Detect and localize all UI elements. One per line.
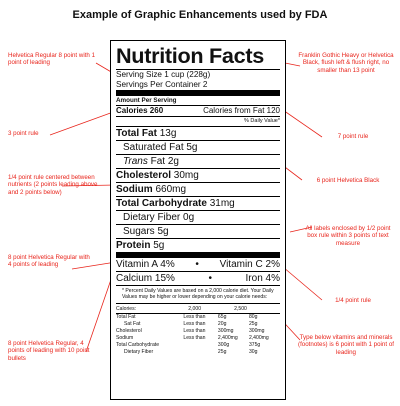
table-cell: 300mg — [248, 327, 265, 334]
nutrient-name: Saturated Fat — [123, 142, 184, 153]
table-cell: 375g — [248, 341, 261, 348]
table-cell: Less than — [183, 334, 206, 341]
table-cell: 2,000 — [188, 305, 202, 312]
table-cell: Sodium — [116, 334, 134, 341]
nutrient-row: Protein 5g — [116, 238, 280, 252]
nutrient-row: Cholesterol 30mg — [116, 168, 280, 182]
nutrient-amount: 5g — [157, 226, 169, 237]
footnote-table-body: Total Fat Less than 65g 80g Sat Fat Less tha… — [116, 312, 280, 356]
vitamin-left: Calcium 15% — [116, 273, 175, 284]
calories-from-fat: Calories from Fat 120 — [203, 106, 280, 115]
annotation-seven-point-rule: 7 point rule — [337, 133, 369, 140]
vitamin-left: Vitamin A 4% — [116, 259, 175, 270]
table-cell: 300g — [217, 341, 230, 348]
nutrient-row: Trans Fat 2g — [116, 154, 280, 168]
table-row: Total Carbohydrate 300g 375g — [116, 342, 280, 349]
table-cell — [183, 342, 218, 349]
footnote-table: Calories: 2,000 2,500 — [116, 306, 280, 313]
annotation-quarter-point-rule: 1/4 point rule — [335, 297, 371, 304]
nutrient-name: Dietary Fiber — [123, 212, 181, 223]
table-cell: 2,400mg — [248, 334, 269, 341]
nutrient-row: Dietary Fiber 0g — [116, 210, 280, 224]
nutrient-amount: 660mg — [155, 184, 187, 195]
annotation-half-point-box: All labels enclosed by 1/2 point box rul… — [305, 225, 391, 247]
table-row: Sat Fat Less than 20g 25g — [116, 321, 280, 328]
table-cell: 2,500 — [234, 305, 247, 312]
table-cell: 300mg — [217, 327, 234, 334]
nutrition-label: Nutrition Facts Serving Size 1 cup (228g… — [110, 40, 286, 400]
nutrient-name: Protein — [116, 240, 151, 251]
table-cell: 20g — [217, 320, 227, 327]
footnote: * Percent Daily Values are based on a 2,… — [116, 285, 280, 301]
footnote-table-header: Calories: 2,000 2,500 — [116, 306, 280, 313]
nutrient-amount: 5g — [153, 240, 165, 251]
daily-value-header: % Daily Value* — [116, 116, 280, 126]
table-cell: Less than — [183, 320, 206, 327]
nutrient-amount: 30mg — [173, 170, 199, 181]
table-cell: 80g — [248, 313, 258, 320]
annotation-helvetica-regular-leading: 8 point Helvetica Regular with 4 points … — [8, 254, 90, 269]
nutrient-row: Saturated Fat 5g — [116, 140, 280, 154]
table-cell: 2,400mg — [217, 334, 238, 341]
table-cell: 25g — [248, 320, 258, 327]
nutrient-name: Total Fat — [116, 128, 157, 139]
table-cell: Total Fat — [116, 313, 136, 320]
serving-size: Serving Size 1 cup (228g) — [116, 69, 280, 80]
annotation-helvetica-regular-8: Helvetica Regular 8 point with 1 point o… — [8, 52, 96, 67]
table-cell: 65g — [217, 313, 227, 320]
nutrient-name: Sugars — [123, 226, 155, 237]
vitamin-right: Iron 4% — [245, 273, 280, 284]
bullet-icon: • — [208, 273, 212, 284]
nutrient-row: Sodium 660mg — [116, 182, 280, 196]
table-row: Cholesterol Less than 300mg 300mg — [116, 328, 280, 335]
nutrient-name: Cholesterol — [116, 170, 172, 181]
label-heading: Nutrition Facts — [116, 45, 264, 68]
table-cell: Less than — [183, 313, 206, 320]
table-row: Sodium Less than 2,400mg 2,400mg — [116, 335, 280, 342]
table-cell: Total Carbohydrate — [116, 341, 160, 348]
table-cell: 30g — [248, 348, 258, 355]
table-cell: Calories: — [116, 305, 137, 312]
vitamin-right: Vitamin C 2% — [219, 259, 280, 270]
servings-per-container: Servings Per Container 2 — [116, 80, 208, 89]
table-row: Total Fat Less than 65g 80g — [116, 313, 280, 321]
nutrient-amount: 0g — [183, 212, 195, 223]
table-cell: Less than — [183, 327, 206, 334]
bullet-icon: • — [195, 259, 199, 270]
annotation-three-point-rule: 3 point rule — [8, 130, 39, 137]
nutrient-name: Sodium — [116, 184, 153, 195]
nutrient-name: Total Carbohydrate — [116, 198, 207, 209]
vitamin-row: Calcium 15% • Iron 4% — [116, 271, 280, 285]
annotation-franklin-gothic: Franklin Gothic Heavy or Helvetica Black… — [298, 52, 394, 74]
table-cell — [183, 349, 218, 356]
annotation-quarter-rule-centered: 1/4 point rule centered between nutrient… — [8, 174, 98, 196]
nutrient-row: Total Fat 13g — [116, 126, 280, 140]
nutrient-amount: 31mg — [209, 198, 235, 209]
annotation-footnote-type: Type below vitamins and minerals (footno… — [298, 334, 394, 356]
nutrient-amount: 13g — [159, 128, 177, 139]
annotation-helvetica-bullets: 8 point Helvetica Regular, 4 points of l… — [8, 340, 90, 362]
nutrient-row: Total Carbohydrate 31mg — [116, 196, 280, 210]
calories: Calories 260 — [116, 106, 164, 115]
nutrient-name: Trans — [123, 156, 148, 167]
amount-per-serving: Amount Per Serving — [116, 90, 280, 105]
annotation-six-point-black: 6 point Helvetica Black — [316, 177, 380, 184]
nutrient-amount: Fat 2g — [150, 156, 179, 167]
table-cell: Sat Fat — [124, 320, 141, 327]
nutrient-amount: 5g — [186, 142, 198, 153]
nutrient-row: Sugars 5g — [116, 224, 280, 238]
table-cell: 25g — [217, 348, 227, 355]
table-cell: Cholesterol — [116, 327, 142, 334]
table-row: Dietary Fiber 25g 30g — [116, 349, 280, 356]
vitamin-row: Vitamin A 4% • Vitamin C 2% — [116, 252, 280, 271]
page-title: Example of Graphic Enhancements used by … — [72, 9, 328, 21]
table-cell: Dietary Fiber — [124, 348, 154, 355]
